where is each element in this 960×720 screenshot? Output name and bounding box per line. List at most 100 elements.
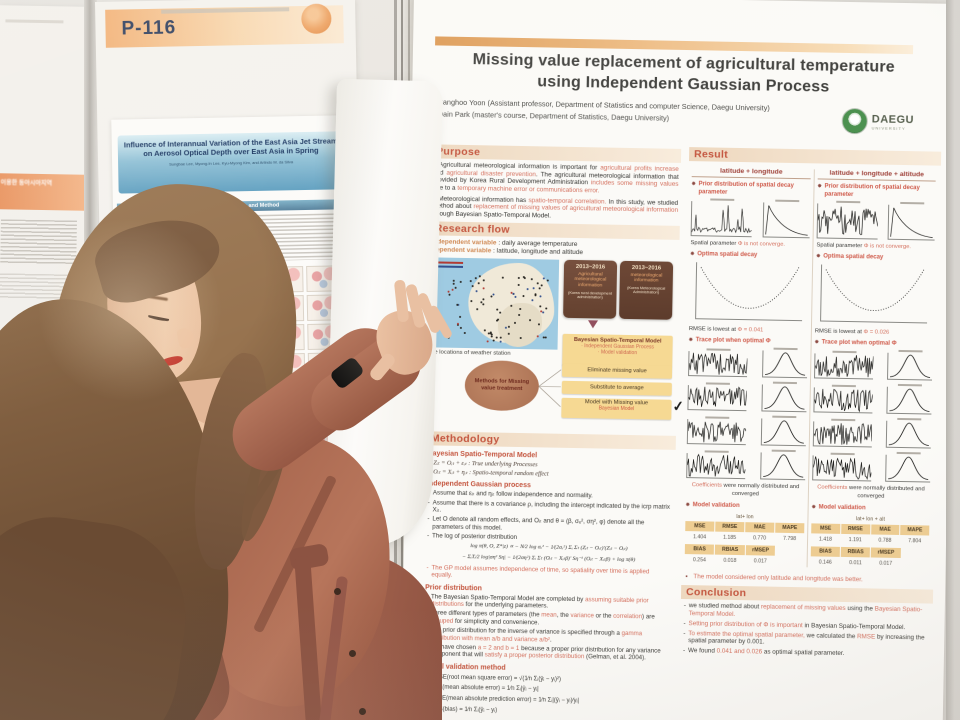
station-dot bbox=[447, 336, 450, 339]
station-dot bbox=[540, 310, 543, 313]
aerosol-mini-map-grid bbox=[232, 265, 343, 381]
coefficients-note: Coefficients were normally distributed a… bbox=[812, 485, 930, 502]
text-segment: we calculated the bbox=[804, 631, 858, 640]
density-plot-figure bbox=[761, 384, 807, 413]
density-plot-figure bbox=[762, 350, 808, 379]
conclusion-item: we studied method about replacement of m… bbox=[683, 602, 931, 622]
prior-item: We have chosen a = 2 and b = 1 because a… bbox=[424, 643, 670, 663]
station-dot bbox=[517, 276, 520, 279]
station-dot bbox=[517, 283, 520, 286]
aerosol-poster-title: Influence of Interannual Variation of th… bbox=[118, 136, 344, 159]
station-dot bbox=[534, 294, 537, 297]
plot-caption-smudge bbox=[705, 382, 730, 386]
text-segment: mean bbox=[541, 611, 557, 620]
table-header-cell: rMSEP bbox=[871, 547, 901, 559]
plot-caption-smudge bbox=[835, 200, 860, 204]
density-plot bbox=[762, 348, 808, 379]
station-dot bbox=[482, 303, 485, 306]
text-segment: Dependent variable bbox=[431, 246, 492, 255]
station-dot bbox=[489, 331, 492, 334]
trace-plot bbox=[686, 450, 746, 480]
station-dot bbox=[459, 315, 462, 318]
mini-map bbox=[270, 353, 306, 380]
rmse-lowest-line: RMSE is lowest at Φ = 0.026 bbox=[815, 328, 933, 337]
option-substitute-label: Substitute to average bbox=[589, 384, 644, 392]
text-segment: The model considered only latitude and l… bbox=[693, 573, 863, 584]
station-dot bbox=[459, 280, 462, 283]
table-header-cell: MAPE bbox=[775, 522, 805, 534]
prior-plots-row bbox=[816, 200, 936, 241]
text-segment: as optimal spatial parameter. bbox=[762, 648, 845, 658]
table-value-cell: 0.254 bbox=[692, 557, 706, 564]
aerosol-text-lines bbox=[231, 213, 344, 262]
result-column-header: latitude + longitude bbox=[691, 167, 811, 180]
orange-sticker bbox=[301, 3, 332, 35]
text-segment: Φ = 0.041 bbox=[737, 326, 764, 334]
option-eliminate-label: Eliminate missing value bbox=[587, 367, 647, 375]
station-dot bbox=[483, 329, 486, 332]
mini-map bbox=[233, 324, 268, 352]
left-poster-header-smudge bbox=[5, 19, 64, 24]
table-header-cell: rMSEP bbox=[745, 545, 776, 556]
trace-plot-figure bbox=[688, 351, 748, 378]
station-dot bbox=[474, 276, 477, 280]
gp-note: The GP model assumes independence of tim… bbox=[425, 564, 671, 584]
station-dot bbox=[456, 322, 459, 325]
text-segment: Φ is not converge. bbox=[863, 243, 912, 251]
station-dot bbox=[536, 282, 539, 285]
density-plot-figure bbox=[887, 204, 936, 241]
daegu-university-logo: DAEGU UNIVERSITY bbox=[841, 102, 934, 142]
text-segment: a = 2 and b = 1 bbox=[477, 643, 520, 652]
conclusion-item: To estimate the optimal spatial paramete… bbox=[682, 630, 930, 650]
text-segment: were normally distributed and converged bbox=[847, 485, 925, 500]
mini-map bbox=[269, 266, 304, 293]
trace-plot-figure bbox=[686, 419, 747, 446]
agri-data-title: Agricultural meteorological information bbox=[574, 271, 607, 289]
station-dot bbox=[448, 293, 451, 296]
station-dot bbox=[501, 276, 504, 279]
table-header-cell: RBIAS bbox=[715, 544, 745, 556]
station-dots-layer bbox=[428, 257, 560, 349]
text-segment: : daily average temperature bbox=[496, 239, 578, 248]
plot-caption-smudge bbox=[831, 351, 857, 354]
station-dot bbox=[544, 336, 547, 339]
met-data-box: 2013~2016 meteorological information (Ko… bbox=[619, 260, 674, 320]
table-caption: lat+ lon bbox=[736, 514, 754, 521]
conclusion-heading: Conclusion bbox=[680, 585, 934, 604]
table-value-cell: 0.788 bbox=[878, 537, 892, 544]
trace-plot bbox=[686, 416, 747, 446]
station-dot bbox=[519, 307, 522, 310]
text-segment: using the bbox=[845, 605, 875, 613]
trace-density-row bbox=[687, 381, 807, 413]
station-dot bbox=[490, 295, 493, 298]
aerosol-section-introduction: Introduction bbox=[116, 201, 224, 214]
density-plot bbox=[760, 416, 807, 447]
aerosol-text-lines bbox=[121, 457, 230, 530]
frame-pole-right bbox=[946, 0, 960, 720]
text-segment: 0.041 and 0.026 bbox=[716, 647, 763, 656]
aerosol-world-map-figure bbox=[118, 277, 226, 336]
station-dot bbox=[510, 304, 513, 307]
poster-left-column: Purpose Agricultural meteorological info… bbox=[421, 144, 685, 719]
trace-plot-figure bbox=[812, 421, 873, 448]
text-segment: Φ = 0.026 bbox=[863, 329, 890, 336]
weather-station-map bbox=[427, 257, 560, 350]
option-model-label: Model with Missing value bbox=[584, 399, 649, 407]
model-validation-bullet: Model validation bbox=[686, 502, 805, 512]
station-dot bbox=[492, 293, 495, 296]
met-data-title: meteorological information bbox=[630, 272, 663, 284]
left-edge-poster: 이용한 동아시아지역 bbox=[0, 5, 90, 662]
table-value-cell: 0.011 bbox=[849, 560, 862, 567]
aerosol-poster: Influence of Interannual Variation of th… bbox=[111, 115, 361, 686]
mini-map bbox=[235, 431, 270, 459]
trace-density-row bbox=[686, 449, 806, 481]
checkmark-icon: ✓ bbox=[671, 397, 685, 415]
density-plot-figure bbox=[885, 421, 932, 450]
main-poster: Missing value replacement of agricultura… bbox=[400, 0, 956, 720]
density-plot-figure bbox=[762, 202, 811, 239]
text-segment: RMSE bbox=[856, 632, 876, 641]
station-dot bbox=[519, 336, 522, 339]
trace-plot bbox=[812, 453, 872, 482]
prior-distribution-bullet: Prior distribution of spatial decay para… bbox=[817, 183, 935, 200]
